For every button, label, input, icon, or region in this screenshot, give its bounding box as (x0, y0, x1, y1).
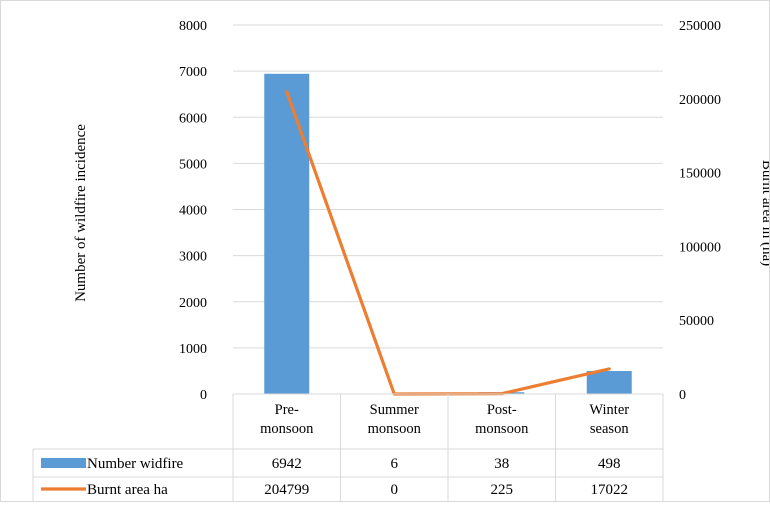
table-cell: 38 (494, 456, 509, 472)
y-tick-label: 6000 (179, 111, 207, 126)
y2-tick-label: 200000 (679, 93, 721, 108)
y-tick-label: 7000 (179, 65, 207, 80)
y-tick-label: 3000 (179, 250, 207, 265)
y-tick-label: 2000 (179, 296, 207, 311)
x-tick-label: Winter (589, 402, 629, 418)
y-tick-label: 5000 (179, 157, 207, 172)
table-cell: 498 (598, 456, 621, 472)
x-tick-label: Post- (487, 402, 517, 418)
table-row-label: Burnt area ha (87, 482, 168, 498)
y-tick-label: 1000 (179, 342, 207, 357)
x-tick-label: monsoon (368, 421, 422, 437)
x-tick-label: season (590, 421, 629, 437)
table-row-label: Number widfire (87, 456, 184, 472)
x-tick-label: Pre- (275, 402, 299, 418)
y2-tick-label: 100000 (679, 240, 721, 255)
x-tick-label: monsoon (260, 421, 314, 437)
bar (587, 371, 632, 394)
table-cell: 17022 (591, 482, 629, 498)
x-tick-label: monsoon (475, 421, 529, 437)
y2-tick-label: 150000 (679, 167, 721, 182)
y2-tick-label: 0 (679, 388, 686, 403)
burnt-area-line (287, 92, 610, 394)
x-tick-label: Summer (370, 402, 419, 418)
y2-tick-label: 250000 (679, 19, 721, 34)
y-axis-title: Number of wildfire incidence (73, 124, 89, 302)
y2-axis-title: Burnt area in (ha) (759, 160, 769, 266)
table-cell: 6942 (272, 456, 302, 472)
y2-tick-label: 50000 (679, 314, 714, 329)
table-cell: 225 (491, 482, 514, 498)
table-cell: 204799 (264, 482, 309, 498)
bar (264, 74, 309, 394)
y-tick-label: 0 (200, 388, 207, 403)
table-cell: 0 (391, 482, 399, 498)
table-cell: 6 (391, 456, 399, 472)
y-tick-label: 8000 (179, 19, 207, 34)
y-tick-label: 4000 (179, 204, 207, 219)
legend-key-bar (41, 458, 86, 468)
